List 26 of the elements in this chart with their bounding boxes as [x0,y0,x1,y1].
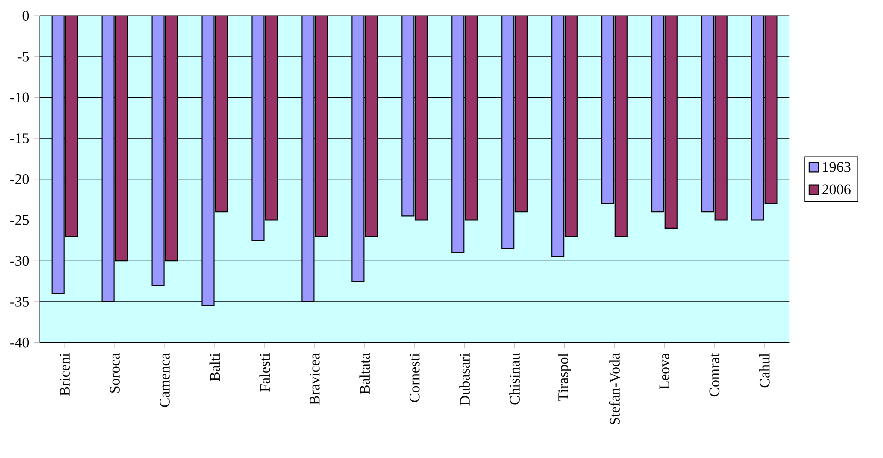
legend-label: 1963 [823,162,851,172]
x-tick-label: Chisinau [510,354,520,405]
x-tick-label: Stefan-Voda [609,354,620,425]
legend-label: 2006 [822,184,851,195]
y-tick-label: -20 [10,174,30,185]
y-tick-label: -25 [10,216,30,226]
y-tick-label: -40 [10,338,30,348]
x-tick-label: Balti [210,354,220,382]
x-tick-label: Cornesti [410,354,420,403]
x-tick-label: Camenca [160,354,170,408]
y-tick-label: -5 [18,52,30,62]
x-tick-label: Comrat [710,354,720,397]
x-tick-label: Baltata [360,354,370,395]
x-tick-label: Soroca [110,354,120,394]
x-tick-label: Bravicea [310,354,320,406]
x-tick-label: Tiraspol [558,354,572,402]
y-tick-label: 0 [22,11,30,22]
x-tick-label: Dubasari [460,354,470,406]
x-tick-label: Falesti [260,354,270,392]
y-tick-label: -35 [10,297,30,308]
x-tick-label: Briceni [60,354,70,396]
y-tick-label: -30 [10,256,30,266]
y-tick-label: -15 [10,134,30,144]
x-tick-label: Leova [660,354,670,390]
y-tick-label: -10 [10,93,30,103]
x-tick-label: Cahul [759,354,770,388]
